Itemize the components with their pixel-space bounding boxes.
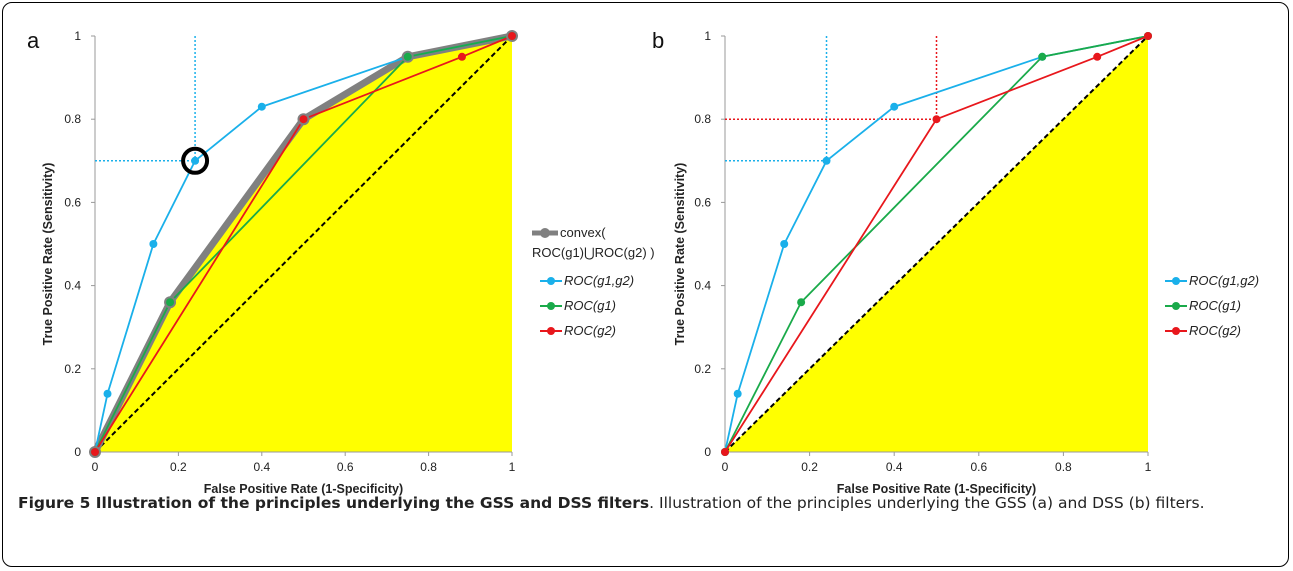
panel-label: b [652, 28, 664, 53]
y-tick-label: 0.2 [64, 362, 81, 376]
legend-entry-g1g2: ROC(g1,g2) [540, 273, 634, 288]
random-classifier-diagonal [724, 35, 1149, 453]
data-point-g1g2 [822, 156, 831, 165]
series-line-g1 [724, 35, 1149, 453]
data-point-g2 [721, 448, 729, 456]
data-point-g1g2 [780, 240, 789, 248]
data-point-g1g2 [890, 102, 899, 111]
random-classifier-diagonal [94, 35, 513, 453]
data-point-g1g2 [103, 389, 112, 398]
legend-swatch-marker [540, 228, 550, 238]
x-axis-label: False Positive Rate (1-Specificity) [204, 482, 403, 496]
figure-caption: Figure 5 Illustration of the principles … [18, 492, 1268, 514]
x-tick-label: 1 [509, 460, 516, 474]
data-point-g2 [457, 52, 466, 61]
legend-entry-g1: ROC(g1) [540, 298, 616, 313]
y-axis-label: True Positive Rate (Sensitivity) [41, 163, 55, 346]
legend-swatch-marker [1172, 277, 1180, 285]
legend-swatch-marker [547, 327, 555, 335]
series-line-g1 [94, 35, 513, 453]
y-tick-label: 0.8 [64, 112, 81, 126]
x-tick-label: 1 [1145, 460, 1152, 474]
y-tick-label: 1 [704, 29, 711, 43]
chart-panel-a: 0 0.2 0.4 0.6 0.8 1 0 0.2 0.4 0.6 0.8 1 False Positi… [27, 28, 655, 496]
y-tick-label: 0.2 [694, 362, 711, 376]
data-point-g1 [403, 52, 412, 61]
data-point-g1 [797, 298, 806, 307]
legend-entry-g1g2: ROC(g1,g2) [1165, 273, 1259, 288]
legend-label-line1: convex( [560, 225, 606, 240]
data-point-g2 [1144, 32, 1152, 40]
data-point-g2 [932, 115, 941, 124]
x-tick-label: 0.6 [337, 460, 354, 474]
x-tick-label: 0.4 [253, 460, 270, 474]
legend-swatch-marker [547, 277, 555, 285]
legend-label: ROC(g2) [564, 323, 616, 338]
caption-text: . Illustration of the principles underly… [649, 494, 1205, 512]
x-tick-label: 0.2 [801, 460, 818, 474]
x-tick-label: 0.4 [886, 460, 903, 474]
data-point-g1g2 [733, 389, 742, 398]
legend-label: ROC(g2) [1189, 323, 1241, 338]
series-line-g2 [94, 35, 513, 453]
y-tick-label: 0.6 [64, 195, 81, 209]
legend-label: ROC(g1) [1189, 298, 1241, 313]
x-tick-label: 0.8 [420, 460, 437, 474]
x-tick-label: 0 [92, 460, 99, 474]
x-axis-label: False Positive Rate (1-Specificity) [837, 482, 1036, 496]
y-tick-label: 0.8 [694, 112, 711, 126]
data-point-g1g2 [149, 240, 158, 248]
series-line-g2 [724, 35, 1149, 453]
x-tick-label: 0.8 [1055, 460, 1072, 474]
y-tick-label: 1 [74, 29, 81, 43]
legend-label: ROC(g1) [564, 298, 616, 313]
y-tick-label: 0.6 [694, 195, 711, 209]
y-axis-label: True Positive Rate (Sensitivity) [673, 163, 687, 346]
legend-entry-g1: ROC(g1) [1165, 298, 1241, 313]
x-tick-label: 0.2 [170, 460, 187, 474]
chart-panel-b: 0 0.2 0.4 0.6 0.8 1 0 0.2 0.4 0.6 0.8 1 False Positi… [652, 28, 1259, 496]
x-tick-label: 0 [722, 460, 729, 474]
data-point-g2 [508, 32, 516, 40]
legend-entry-g2: ROC(g2) [540, 323, 616, 338]
data-point-g1 [166, 298, 175, 307]
legend-swatch-marker [1172, 327, 1180, 335]
legend-entry-hull: convex( ROC(g1)⋃ROC(g2) ) [532, 225, 655, 260]
y-tick-label: 0.4 [64, 279, 81, 293]
legend-label: ROC(g1,g2) [564, 273, 634, 288]
x-tick-label: 0.6 [970, 460, 987, 474]
legend-label: ROC(g1,g2) [1189, 273, 1259, 288]
y-tick-label: 0.4 [694, 279, 711, 293]
panel-label: a [27, 28, 40, 53]
data-point-g1g2 [191, 156, 200, 165]
data-point-g2 [299, 115, 308, 124]
legend-swatch-marker [547, 302, 555, 310]
legend-swatch-marker [1172, 302, 1180, 310]
y-tick-label: 0 [74, 445, 81, 459]
legend-entry-g2: ROC(g2) [1165, 323, 1241, 338]
data-point-g1g2 [257, 102, 266, 111]
caption-title: Figure 5 Illustration of the principles … [18, 494, 650, 512]
data-point-g1 [1038, 52, 1047, 61]
data-point-g2 [91, 448, 99, 456]
highlight-ring [181, 146, 210, 175]
data-point-g2 [1093, 52, 1102, 61]
legend-label-line2: ROC(g1)⋃ROC(g2) ) [532, 245, 655, 260]
y-tick-label: 0 [704, 445, 711, 459]
